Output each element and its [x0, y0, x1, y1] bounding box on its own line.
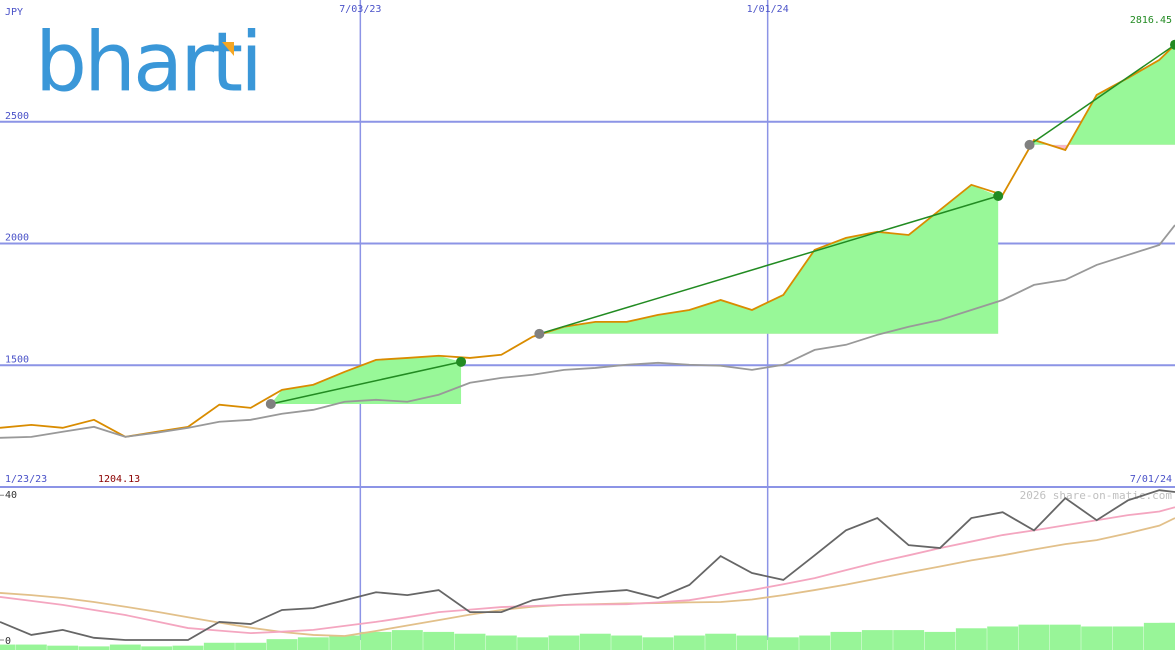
volume-bar — [1159, 622, 1175, 650]
start-date-label: 1/23/23 — [5, 474, 47, 485]
volume-bar — [955, 628, 987, 650]
volume-bar — [893, 630, 925, 650]
trend-end — [1170, 39, 1175, 50]
series-line — [0, 506, 1175, 635]
volume-bar — [141, 646, 173, 650]
volume-bar — [47, 645, 79, 650]
trend-end — [993, 191, 1004, 202]
trend-end — [456, 356, 467, 367]
volume-bar — [0, 644, 16, 650]
volume-bar — [548, 635, 580, 650]
y-tick-label: 1500 — [5, 354, 29, 365]
volume-bar — [78, 646, 110, 650]
watermark: 2026 share-on-matic.com — [1020, 489, 1173, 502]
volume-bar — [579, 633, 611, 650]
volume-bar — [799, 635, 831, 650]
trend-line — [270, 361, 462, 405]
trend-start — [534, 328, 545, 339]
volume-bar — [423, 631, 455, 650]
volume-bar — [642, 637, 674, 650]
trend-fill-up — [270, 355, 462, 404]
y-tick-label: 0 — [5, 636, 11, 647]
volume-bar — [767, 637, 799, 650]
volume-bar — [109, 644, 141, 650]
volume-bar — [1049, 624, 1081, 650]
series-line — [0, 489, 1175, 641]
volume-bar — [15, 644, 47, 650]
series-line — [0, 224, 1175, 439]
volume-bar — [360, 631, 392, 650]
unit-label: JPY — [5, 7, 23, 18]
volume-bar — [454, 633, 486, 650]
trend-start — [265, 398, 276, 409]
volume-bar — [673, 635, 705, 650]
logo: bharti — [35, 15, 260, 110]
volume-bar — [1081, 626, 1113, 650]
volume-bar — [924, 631, 956, 650]
last-price-label: 2816.45 — [1130, 15, 1172, 26]
volume-bar — [235, 642, 267, 650]
volume-bar — [329, 635, 361, 650]
volume-bar — [485, 635, 517, 650]
volume-bar — [266, 639, 298, 650]
volume-bar — [1112, 626, 1144, 650]
y-tick-label: 2000 — [5, 233, 29, 244]
volume-bar — [987, 626, 1019, 650]
volume-bar — [705, 633, 737, 650]
y-tick-label: 2500 — [5, 111, 29, 122]
volume-bar — [830, 631, 862, 650]
end-date-label: 7/01/24 — [1130, 474, 1172, 485]
volume-bar — [391, 630, 423, 650]
volume-bar — [172, 645, 204, 650]
x-tick-label: 7/03/23 — [339, 4, 381, 15]
volume-bar — [203, 642, 235, 650]
volume-bar — [297, 637, 329, 650]
trend-fill-up — [539, 184, 999, 334]
volume-bar — [611, 635, 643, 650]
trend-start — [1024, 139, 1035, 150]
y-tick-label: 40 — [5, 490, 17, 501]
logo-mark — [222, 42, 234, 56]
volume-bar — [736, 635, 768, 650]
low-label: 1204.13 — [98, 474, 140, 485]
volume-bar — [517, 637, 549, 650]
trend-line — [539, 195, 999, 335]
volume-bar — [1018, 624, 1050, 650]
trend-line — [1029, 44, 1175, 146]
x-tick-label: 1/01/24 — [747, 4, 789, 15]
volume-bar — [861, 630, 893, 650]
series-line — [0, 44, 1175, 438]
